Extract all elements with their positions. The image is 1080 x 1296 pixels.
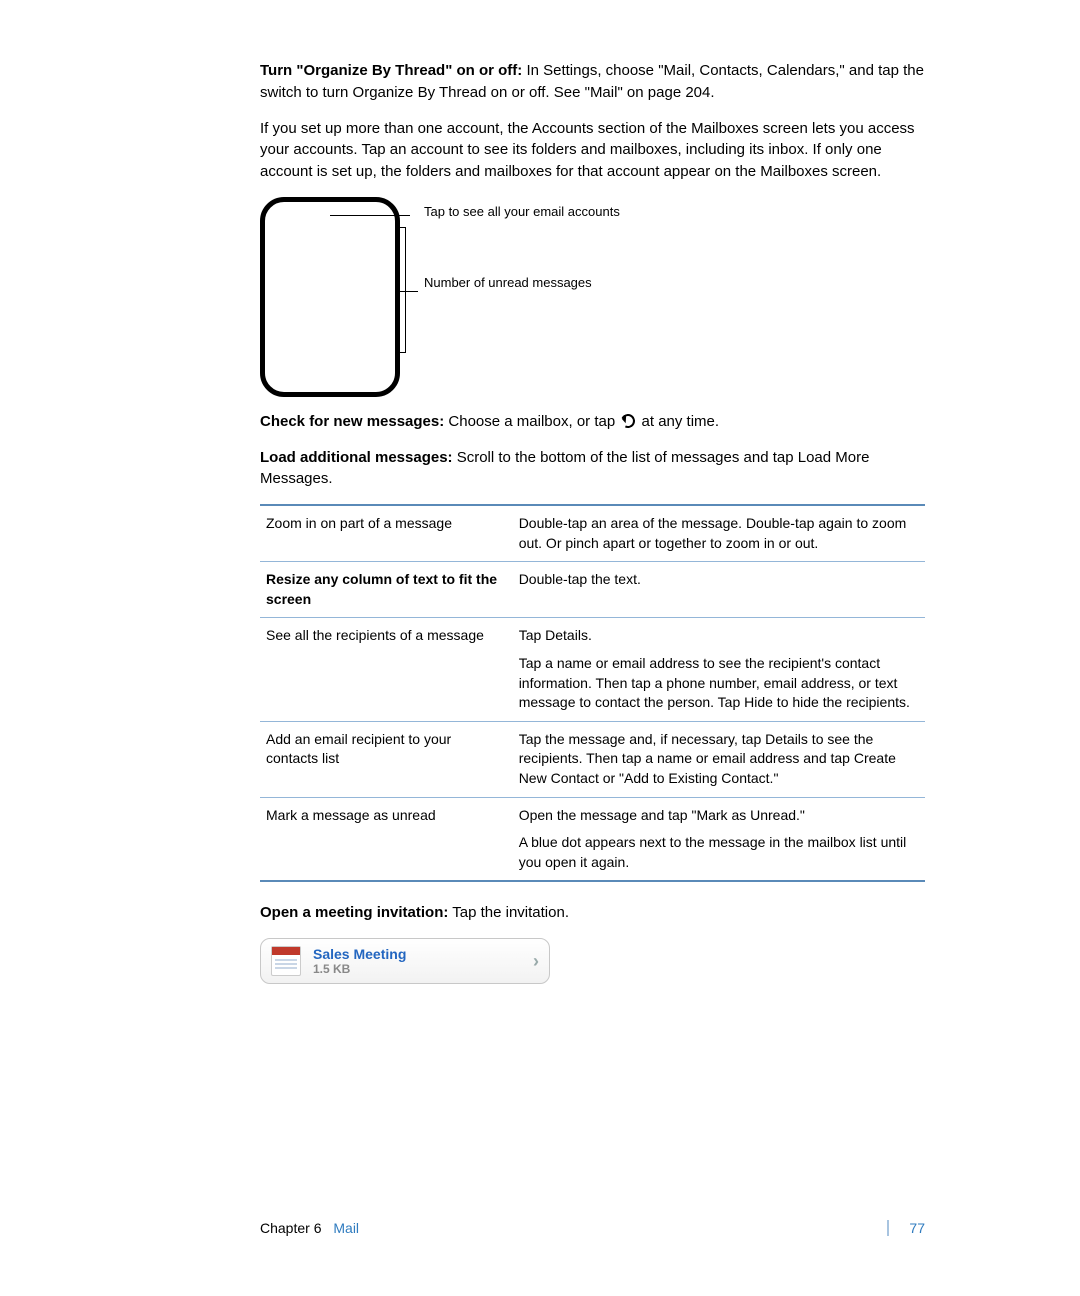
refresh-icon [619,412,637,430]
table-row: Resize any column of text to fit the scr… [260,562,925,618]
table-cell-action: Resize any column of text to fit the scr… [260,562,513,618]
callout-unread: Number of unread messages [424,274,620,292]
page-number: 77 [887,1220,925,1236]
table-cell-para: A blue dot appears next to the message i… [519,833,919,872]
mailboxes-diagram: Tap to see all your email accounts Numbe… [260,197,925,397]
callout-line [400,291,418,292]
para-open-rest: Tap the invitation. [448,904,569,921]
meeting-invitation[interactable]: Sales Meeting 1.5 KB › [260,938,550,984]
para-load-bold: Load additional messages: [260,449,453,466]
para-check-b: at any time. [637,413,719,430]
para-load: Load additional messages: Scroll to the … [260,447,925,491]
table-cell-description: Tap the message and, if necessary, tap D… [513,721,925,797]
chapter-name: Mail [333,1220,359,1236]
callout-bracket [396,227,406,353]
table-cell-description: Open the message and tap "Mark as Unread… [513,797,925,881]
chevron-right-icon: › [533,951,539,972]
actions-table: Zoom in on part of a messageDouble-tap a… [260,504,925,882]
table-row: Add an email recipient to your contacts … [260,721,925,797]
meeting-title: Sales Meeting [313,946,533,962]
para-open-meeting: Open a meeting invitation: Tap the invit… [260,902,925,924]
table-cell-description: Double-tap the text. [513,562,925,618]
table-cell-para: Double-tap an area of the message. Doubl… [519,514,919,553]
para-thread-bold: Turn "Organize By Thread" on or off: [260,62,522,79]
table-cell-action: Add an email recipient to your contacts … [260,721,513,797]
table-row: Mark a message as unread Open the message… [260,797,925,881]
para-check-bold: Check for new messages: [260,413,444,430]
table-cell-para: Tap Details. [519,626,919,646]
meeting-size: 1.5 KB [313,962,533,976]
para-check-a: Choose a mailbox, or tap [444,413,619,430]
calendar-icon [271,946,301,976]
para-open-bold: Open a meeting invitation: [260,904,448,921]
table-cell-action: See all the recipients of a message [260,618,513,721]
para-thread: Turn "Organize By Thread" on or off: In … [260,60,925,104]
phone-frame [260,197,400,397]
phone-illustration [260,197,420,397]
table-row: Zoom in on part of a messageDouble-tap a… [260,505,925,562]
callout-line [330,215,410,216]
table-cell-para: Double-tap the text. [519,570,919,590]
table-cell-description: Tap Details. Tap a name or email address … [513,618,925,721]
page-footer: Chapter 6 Mail 77 [260,1220,925,1236]
chapter-label: Chapter 6 [260,1220,321,1236]
para-check: Check for new messages: Choose a mailbox… [260,411,925,433]
para-accounts: If you set up more than one account, the… [260,118,925,183]
table-cell-para: Tap a name or email address to see the r… [519,654,919,713]
callout-accounts: Tap to see all your email accounts [424,203,620,221]
table-row: See all the recipients of a messageTap D… [260,618,925,721]
table-cell-description: Double-tap an area of the message. Doubl… [513,505,925,562]
table-cell-para: Open the message and tap "Mark as Unread… [519,806,919,826]
table-cell-action: Mark a message as unread [260,797,513,881]
phone-screen [275,216,385,374]
table-cell-action: Zoom in on part of a message [260,505,513,562]
meeting-text: Sales Meeting 1.5 KB [313,946,533,976]
table-cell-para: Tap the message and, if necessary, tap D… [519,730,919,789]
